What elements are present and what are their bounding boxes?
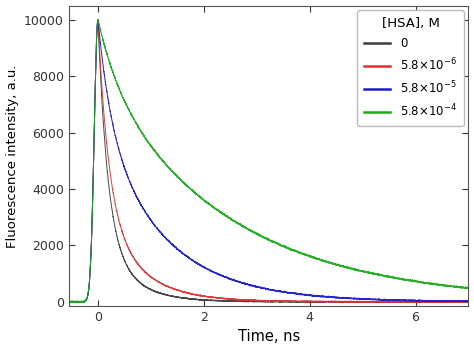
X-axis label: Time, ns: Time, ns bbox=[237, 329, 300, 344]
Y-axis label: Fluorescence intensity, a.u.: Fluorescence intensity, a.u. bbox=[6, 64, 18, 247]
Legend: 0, 5.8×10$^{-6}$, 5.8×10$^{-5}$, 5.8×10$^{-4}$: 0, 5.8×10$^{-6}$, 5.8×10$^{-5}$, 5.8×10$… bbox=[357, 10, 464, 126]
